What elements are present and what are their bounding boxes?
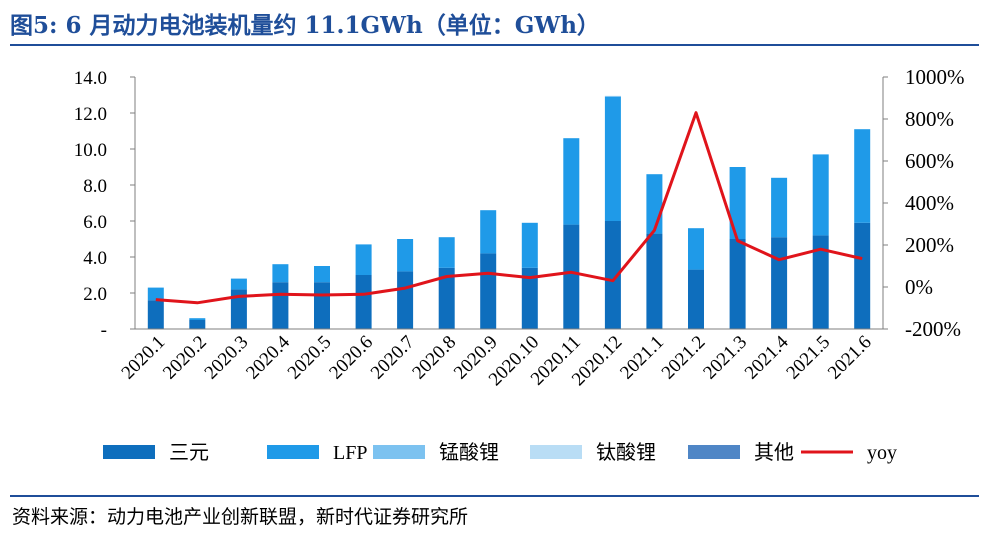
right-tick-label: -200% <box>905 317 961 341</box>
x-tick-label: 2020.8 <box>408 332 460 384</box>
left-tick-label: 2.0 <box>83 284 107 305</box>
x-tick-label: 2021.3 <box>699 332 751 384</box>
source-rule <box>10 495 979 497</box>
x-tick-label: 2020.4 <box>242 331 294 383</box>
x-tick-label: 2021.6 <box>824 332 876 384</box>
right-tick-label: 200% <box>905 233 954 257</box>
x-tick-label: 2020.1 <box>118 332 170 384</box>
right-tick-label: 800% <box>905 107 954 131</box>
bar-segment-2020.6-1 <box>355 244 372 275</box>
left-tick-label: - <box>101 320 107 341</box>
bar-segment-2021.2-0 <box>688 269 704 329</box>
right-tick-label: 1000% <box>905 65 965 89</box>
left-tick-label: 8.0 <box>83 176 107 197</box>
legend-label: 三元 <box>169 442 209 464</box>
figure-title: 图5: 6 月动力电池装机量约 11.1GWh（单位：GWh） <box>10 12 600 39</box>
axes: - 2.0 4.0 6.0 8.0 10.0 12.0 14.0 -200% 0% 200% 400%… <box>74 65 965 390</box>
bar-segment-2020.7-0 <box>397 271 414 329</box>
left-tick-label: 6.0 <box>83 212 107 233</box>
bar-segment-2021.5-1 <box>812 154 829 236</box>
plot-area <box>147 95 871 329</box>
source-note: 资料来源：动力电池产业创新联盟，新时代证券研究所 <box>12 506 469 528</box>
yoy-line <box>155 111 863 305</box>
bar-segment-2020.5-1 <box>314 266 330 283</box>
bar-segment-2021.4-0 <box>771 237 788 329</box>
title-rule <box>10 44 979 46</box>
legend-swatch <box>103 445 155 459</box>
bar-segment-2021.2-1 <box>688 228 704 270</box>
bar-segment-2021.3-1 <box>729 167 746 239</box>
bar-segment-2021.6-0 <box>854 222 871 329</box>
legend-swatch <box>373 445 425 459</box>
legend-label: 其他 <box>754 441 794 464</box>
bar-segment-2020.12-2 <box>604 95 621 97</box>
bar-segment-2021.1-0 <box>646 233 663 329</box>
legend-label: LFP <box>333 442 367 464</box>
x-tick-label: 2020.6 <box>325 332 377 384</box>
x-tick-label: 2020.5 <box>284 332 336 384</box>
bar-segment-2020.8-0 <box>438 267 455 329</box>
x-tick-label: 2020.7 <box>367 332 419 384</box>
bar-segment-2020.3-0 <box>230 289 247 329</box>
x-tick-label: 2021.4 <box>741 331 793 383</box>
right-tick-label: 600% <box>905 149 954 173</box>
bar-segment-2020.10-0 <box>521 267 538 329</box>
x-tick-label: 2021.5 <box>782 332 834 384</box>
bar-segment-2020.3-1 <box>230 278 247 290</box>
bar-segment-2020.8-1 <box>438 237 455 268</box>
bar-segment-2020.10-1 <box>521 222 538 268</box>
bar-segment-2021.4-1 <box>771 177 788 238</box>
left-tick-label: 10.0 <box>74 140 107 161</box>
legend-swatch <box>530 445 582 459</box>
left-tick-label: 14.0 <box>74 68 107 89</box>
bar-segment-2020.12-1 <box>604 96 621 221</box>
x-tick-label: 2020.2 <box>159 332 211 384</box>
bar-segment-2020.9-0 <box>480 253 497 329</box>
x-tick-label: 2021.2 <box>658 332 710 384</box>
bar-segment-2020.1-1 <box>147 287 164 301</box>
bar-segment-2020.4-1 <box>272 264 289 283</box>
right-tick-label: 400% <box>905 191 954 215</box>
bar-segment-2021.6-1 <box>854 129 871 223</box>
bar-segment-2020.2-1 <box>189 318 206 320</box>
bar-segment-2020.5-0 <box>314 282 330 329</box>
bar-segment-2020.2-0 <box>189 320 206 329</box>
bar-segment-2020.6-0 <box>355 275 372 329</box>
left-tick-label: 4.0 <box>83 248 107 269</box>
x-tick-label: 2020.3 <box>201 332 253 384</box>
bar-segment-2020.12-0 <box>604 221 621 329</box>
x-tick-label: 2021.1 <box>616 332 668 384</box>
bar-segment-2020.4-0 <box>272 282 289 329</box>
legend-swatch <box>267 445 319 459</box>
bar-segment-2021.5-0 <box>812 235 829 329</box>
bar-segment-2020.11-1 <box>563 138 580 225</box>
legend-label: yoy <box>867 442 897 464</box>
legend-label: 锰酸锂 <box>439 441 499 464</box>
right-tick-label: 0% <box>905 275 933 299</box>
stacked-bar-line-chart: - 2.0 4.0 6.0 8.0 10.0 12.0 14.0 -200% 0% 200% 400%… <box>74 65 965 464</box>
bar-segment-2020.11-0 <box>563 224 580 329</box>
legend: 三元 LFP 锰酸锂 钛酸锂 其他 yoy <box>103 441 897 464</box>
left-tick-label: 12.0 <box>74 104 107 125</box>
bar-segment-2020.1-0 <box>147 300 164 329</box>
bar-segment-2020.9-1 <box>480 210 497 254</box>
bar-segment-2021.1-1 <box>646 174 663 234</box>
legend-swatch <box>688 445 740 459</box>
legend-label: 钛酸锂 <box>596 441 656 464</box>
bar-segment-2020.7-1 <box>397 239 414 272</box>
bar-segment-2021.3-0 <box>729 239 746 329</box>
